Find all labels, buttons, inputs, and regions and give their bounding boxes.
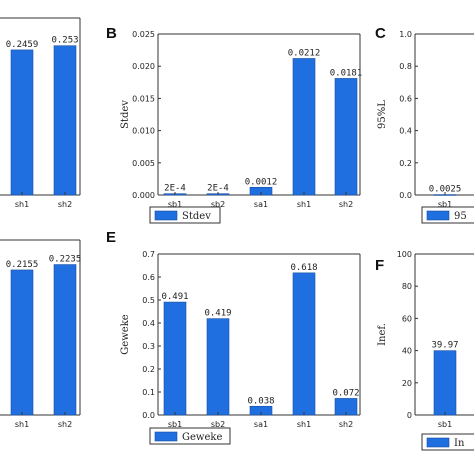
bar <box>10 49 34 196</box>
data-label: 0.2155 <box>6 260 39 270</box>
x-tick-label: sb1 <box>168 420 182 429</box>
y-axis-label: Geweke <box>120 314 131 354</box>
y-tick-label: 0.7 <box>142 250 155 259</box>
x-tick-label: sh2 <box>58 420 72 429</box>
y-tick-label: 0.0 <box>399 191 412 200</box>
legend-label: 95 <box>454 211 467 222</box>
data-label: 0.072 <box>332 388 359 398</box>
y-tick-label: 0.6 <box>399 94 412 103</box>
y-tick-label: 0.025 <box>132 30 155 39</box>
legend-swatch <box>154 431 178 442</box>
y-tick-label: 40 <box>402 347 412 356</box>
data-label: 0.038 <box>247 396 274 406</box>
y-tick-label: 0.015 <box>132 94 155 103</box>
data-label: 0.253 <box>51 36 78 46</box>
bar <box>53 45 77 196</box>
bar <box>206 318 230 416</box>
x-tick-label: sb2 <box>211 200 225 209</box>
data-label: 0.419 <box>204 309 231 319</box>
y-tick-label: 1.0 <box>399 30 412 39</box>
bar <box>163 301 187 416</box>
y-tick-label: 0.6 <box>142 273 155 282</box>
data-label: 0.618 <box>290 263 317 273</box>
bar <box>433 350 457 416</box>
x-tick-label: sb1 <box>438 420 452 429</box>
panel-letter: C <box>375 25 386 42</box>
x-tick-label: sh2 <box>339 420 353 429</box>
x-tick-label: sh2 <box>58 200 72 209</box>
y-axis-label: Inef. <box>377 323 388 346</box>
y-tick-label: 20 <box>402 379 412 388</box>
x-tick-label: sb1 <box>168 200 182 209</box>
y-tick-label: 0.2 <box>142 365 155 374</box>
x-tick-label: sb1 <box>438 200 452 209</box>
y-tick-label: 0.8 <box>399 62 412 71</box>
legend-label: In <box>454 438 465 449</box>
panel-letter: B <box>106 25 117 42</box>
bar <box>334 78 358 196</box>
y-tick-label: 0.000 <box>132 191 155 200</box>
data-label: 39.97 <box>431 341 458 351</box>
x-tick-label: sb2 <box>211 420 225 429</box>
panel-letter: E <box>106 229 116 246</box>
legend-swatch <box>154 210 178 221</box>
y-tick-label: 0.4 <box>142 319 155 328</box>
bar <box>53 264 77 416</box>
bar <box>292 272 316 416</box>
data-label: 0.2459 <box>6 40 39 50</box>
bar <box>292 58 316 196</box>
y-tick-label: 0 <box>407 411 412 420</box>
y-tick-label: 0.4 <box>399 127 412 136</box>
x-tick-label: sh1 <box>297 200 311 209</box>
y-tick-label: 0.1 <box>142 388 155 397</box>
data-label: 0.491 <box>161 292 188 302</box>
data-label: 0.0012 <box>245 177 278 187</box>
y-tick-label: 0.020 <box>132 62 155 71</box>
y-tick-label: 0.0 <box>142 411 155 420</box>
data-label: 0.2235 <box>49 255 82 265</box>
data-label: 0.0025 <box>429 185 462 195</box>
y-tick-label: 80 <box>402 282 412 291</box>
panel-letter: F <box>375 257 384 274</box>
y-axis-label: Stdev <box>120 100 131 129</box>
x-tick-label: sh1 <box>15 200 29 209</box>
x-tick-label: sa1 <box>254 200 268 209</box>
x-tick-label: sh1 <box>15 420 29 429</box>
data-label: 0.0181 <box>330 68 363 78</box>
data-label: 0.0212 <box>288 48 321 58</box>
legend-label: Stdev <box>182 211 211 222</box>
y-tick-label: 0.2 <box>399 159 412 168</box>
x-tick-label: sh1 <box>297 420 311 429</box>
y-tick-label: 0.3 <box>142 342 155 351</box>
y-tick-label: 60 <box>402 314 412 323</box>
legend-label: Geweke <box>182 432 222 443</box>
x-tick-label: sh2 <box>339 200 353 209</box>
bar <box>10 269 34 416</box>
y-axis-label: 95%L <box>377 100 388 129</box>
legend-swatch <box>426 437 450 448</box>
y-tick-label: 0.005 <box>132 159 155 168</box>
data-label: 2E-4 <box>164 184 186 194</box>
x-tick-label: sa1 <box>254 420 268 429</box>
data-label: 2E-4 <box>207 184 229 194</box>
y-tick-label: 0.5 <box>142 296 155 305</box>
y-tick-label: 0.010 <box>132 127 155 136</box>
legend-swatch <box>426 210 450 221</box>
y-tick-label: 100 <box>397 250 412 259</box>
